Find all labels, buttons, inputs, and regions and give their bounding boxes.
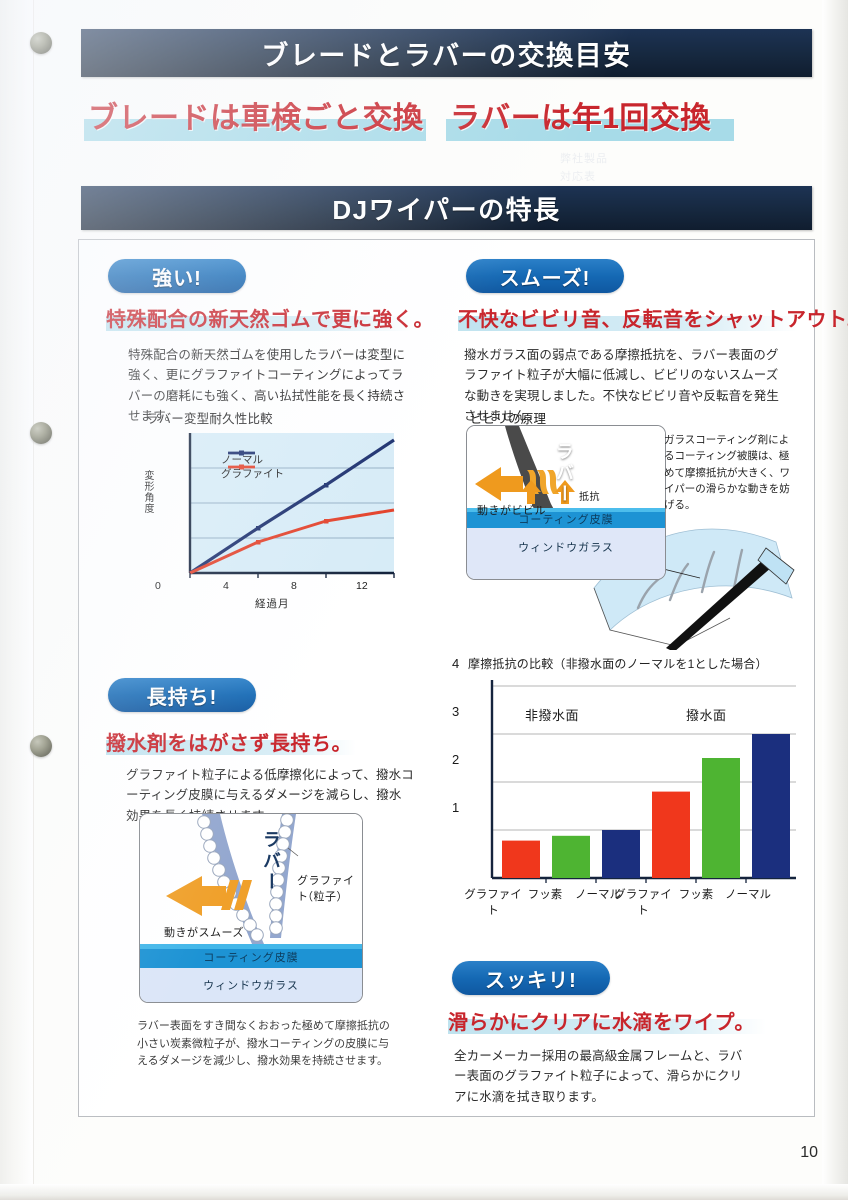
paper-left-edge bbox=[0, 0, 34, 1200]
label-coating-layer: コーティング皮膜 bbox=[518, 514, 614, 526]
label-rubber: ラバー bbox=[261, 830, 281, 893]
barchart-group-label-repellent: 撥水面 bbox=[686, 708, 727, 723]
legend-label-graphite: グラファイト bbox=[221, 468, 284, 480]
paper-bottom-edge bbox=[0, 1184, 848, 1200]
barchart-friction-comparison bbox=[490, 680, 796, 883]
linechart-xlabel: 経過月 bbox=[255, 598, 290, 610]
label-glass-layer: ウィンドウガラス bbox=[203, 980, 299, 992]
body-clear: 全カーメーカー採用の最高級金属フレームと、ラバー表面のグラファイト粒子によって、… bbox=[454, 1049, 743, 1104]
label-rubber: ラバー bbox=[554, 442, 574, 505]
linechart-xtick: 12 bbox=[356, 580, 368, 592]
page-number: 10 bbox=[800, 1144, 818, 1161]
linechart-title: ラバー変型耐久性比較 bbox=[146, 412, 273, 426]
badge-smooth: スムーズ! bbox=[466, 259, 624, 293]
binder-hole bbox=[30, 422, 52, 444]
paper-right-edge bbox=[822, 0, 848, 1200]
bleed-through-text: 弊社製品 bbox=[560, 153, 608, 165]
linechart-rubber-durability bbox=[188, 433, 395, 578]
linechart-xtick: 8 bbox=[291, 580, 297, 592]
bleed-through-text: 対応表 bbox=[560, 171, 596, 183]
badge-clear: スッキリ! bbox=[452, 961, 610, 995]
subheadline-smooth: 不快なビビリ音、反転音をシャットアウト。 bbox=[458, 309, 848, 331]
label-resistance: 抵抗 bbox=[579, 492, 600, 503]
binder-hole bbox=[30, 32, 52, 54]
diagram-smooth-svg bbox=[140, 814, 362, 1002]
barchart-xtick: フッ素 bbox=[527, 889, 563, 901]
badge-strong: 強い! bbox=[108, 259, 246, 293]
barchart-ytick: 1 bbox=[452, 800, 460, 815]
lead-headline-rubber: ラバーは年1回交換 bbox=[450, 102, 711, 135]
badge-lasting: 長持ち! bbox=[108, 678, 256, 712]
label-glass-layer: ウィンドウガラス bbox=[518, 542, 614, 554]
linechart-ylabel: 変形角度 bbox=[142, 470, 153, 514]
legend-label-normal: ノーマル bbox=[221, 454, 263, 466]
label-graphite-particles: （粒子） bbox=[302, 891, 348, 903]
label-motion-smooth: 動きがスムーズ bbox=[164, 927, 244, 939]
subheadline-lasting: 撥水剤をはがさず長持ち。 bbox=[106, 733, 352, 755]
binder-hole bbox=[30, 735, 52, 757]
barchart-group-label-nonrepellent: 非撥水面 bbox=[525, 708, 580, 723]
lead-headline-blade: ブレードは車検ごと交換 bbox=[88, 102, 424, 135]
caption-lasting: ラバー表面をすき間なくおおった極めて摩擦抵抗の小さい炭素微粒子が、撥水コーティン… bbox=[137, 1020, 390, 1068]
barchart-ytick: 4 bbox=[452, 656, 460, 671]
barchart-xtick: グラファイト bbox=[614, 889, 672, 917]
banner-replacement-guide: ブレードとラバーの交換目安 bbox=[81, 29, 812, 77]
banner-dj-wiper-features: DJワイパーの特長 bbox=[81, 186, 812, 230]
label-coating-layer: コーティング皮膜 bbox=[203, 952, 299, 964]
barchart-ytick: 3 bbox=[452, 704, 460, 719]
note-coating-resistance: ガラスコーティング剤によるコーティング被膜は、極めて摩擦抵抗が大きく、ワイパーの… bbox=[664, 434, 790, 512]
linechart-xtick: 0 bbox=[155, 580, 161, 592]
barchart-title: 摩擦抵抗の比較（非撥水面のノーマルを1とした場合） bbox=[468, 657, 768, 671]
subheadline-strong: 特殊配合の新天然ゴムで更に強く。 bbox=[106, 309, 434, 331]
barchart-xtick: フッ素 bbox=[678, 889, 714, 901]
subheadline-clear: 滑らかにクリアに水滴をワイプ。 bbox=[448, 1012, 755, 1034]
diagram-bibiri-principle: ラバー 動きがビビル 抵抗 コーティング皮膜 ウィンドウガラス bbox=[466, 425, 666, 580]
barchart-xtick: ノーマル bbox=[725, 889, 771, 901]
linechart-xtick: 4 bbox=[223, 580, 229, 592]
barchart-xtick: グラファイト bbox=[464, 889, 522, 917]
barchart-ytick: 2 bbox=[452, 752, 460, 767]
diagram-smooth-motion: ラバー グラファイト （粒子） 動きがスムーズ コーティング皮膜 ウィンドウガラ… bbox=[139, 813, 363, 1003]
